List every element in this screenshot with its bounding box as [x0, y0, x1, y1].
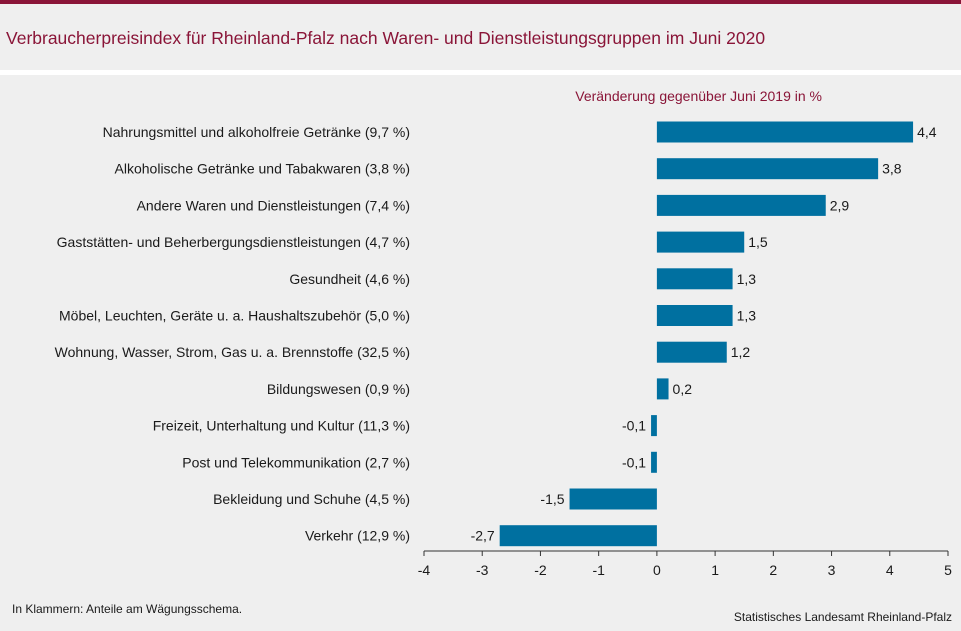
category-label: Verkehr (12,9 %) — [305, 528, 410, 544]
top-rule — [0, 0, 961, 4]
value-label: 1,3 — [737, 308, 757, 324]
x-tick-label: 5 — [944, 562, 952, 578]
bar — [569, 488, 657, 510]
bars-group: Nahrungsmittel und alkoholfreie Getränke… — [55, 121, 937, 547]
x-tick-label: -1 — [592, 562, 605, 578]
category-label: Wohnung, Wasser, Strom, Gas u. a. Brenns… — [55, 344, 410, 360]
bar — [656, 158, 879, 180]
value-label: 2,9 — [830, 197, 850, 213]
value-label: 4,4 — [917, 124, 937, 140]
bar — [656, 305, 733, 326]
category-label: Gaststätten- und Beherbergungsdienstleis… — [57, 234, 410, 250]
category-label: Freizeit, Unterhaltung und Kultur (11,3 … — [153, 418, 410, 434]
category-label: Gesundheit (4,6 %) — [289, 271, 410, 287]
bar — [656, 121, 914, 143]
bar — [656, 231, 745, 253]
footnote: In Klammern: Anteile am Wägungsschema. — [12, 602, 243, 616]
value-label: 3,8 — [882, 161, 902, 177]
value-label: -0,1 — [622, 418, 646, 434]
x-tick-label: 3 — [828, 562, 836, 578]
bar — [656, 194, 826, 216]
x-tick-label: 0 — [653, 562, 661, 578]
chart-title: Verbraucherpreisindex für Rheinland-Pfal… — [6, 28, 766, 48]
value-label: -0,1 — [622, 454, 646, 470]
x-tick-label: -2 — [534, 562, 547, 578]
value-label: 1,3 — [737, 271, 757, 287]
title-separator — [0, 70, 961, 75]
value-label: 1,2 — [731, 344, 751, 360]
category-label: Bekleidung und Schuhe (4,5 %) — [213, 491, 410, 507]
bar — [651, 415, 657, 437]
bar — [656, 268, 733, 290]
x-tick-label: -4 — [418, 562, 431, 578]
category-label: Post und Telekommunikation (2,7 %) — [182, 454, 410, 470]
category-label: Bildungswesen (0,9 %) — [267, 381, 410, 397]
bar — [656, 378, 669, 400]
x-tick-label: 1 — [711, 562, 719, 578]
value-label: 1,5 — [748, 234, 768, 250]
x-tick-label: 4 — [886, 562, 894, 578]
value-label: -1,5 — [540, 491, 564, 507]
value-label: 0,2 — [673, 381, 693, 397]
x-axis: -4 -3 -2 -1 0 1 2 3 4 5 — [418, 550, 952, 578]
value-label: -2,7 — [471, 528, 495, 544]
source-note: Statistisches Landesamt Rheinland-Pfalz — [733, 610, 952, 624]
x-tick-label: 2 — [769, 562, 777, 578]
category-label: Andere Waren und Dienstleistungen (7,4 %… — [137, 197, 410, 213]
bar — [656, 341, 727, 363]
chart-subtitle: Veränderung gegenüber Juni 2019 in % — [575, 88, 822, 104]
x-tick-label: -3 — [476, 562, 489, 578]
bar — [499, 525, 657, 547]
category-label: Möbel, Leuchten, Geräte u. a. Haushaltsz… — [59, 308, 410, 324]
category-label: Alkoholische Getränke und Tabakwaren (3,… — [115, 161, 410, 177]
category-label: Nahrungsmittel und alkoholfreie Getränke… — [103, 124, 410, 140]
bar — [651, 451, 657, 473]
